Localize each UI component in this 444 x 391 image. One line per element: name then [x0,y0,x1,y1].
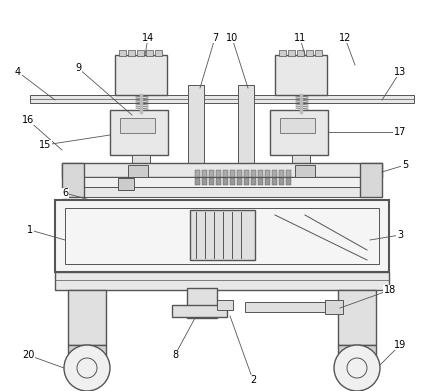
Bar [325,300,343,314]
Bar [128,50,135,56]
Bar [55,272,389,290]
Bar [338,290,376,345]
Bar [251,178,256,185]
Text: 12: 12 [339,33,351,43]
Bar [230,170,235,177]
Bar [251,170,256,177]
Bar [338,345,376,361]
Bar [62,187,382,197]
Bar [188,85,204,195]
Bar [275,55,327,95]
Bar [190,210,255,260]
Text: 11: 11 [294,33,306,43]
Bar [195,170,200,177]
Bar [62,163,382,177]
Text: 1: 1 [27,225,33,235]
Bar [306,50,313,56]
Bar [292,155,310,175]
Bar [118,178,134,190]
Bar [286,170,291,177]
Bar [245,302,325,312]
Bar [216,178,221,185]
Bar [279,50,286,56]
Bar [288,50,295,56]
Text: 8: 8 [172,350,178,360]
Bar [62,177,382,187]
Bar [279,178,284,185]
Text: 7: 7 [212,33,218,43]
Bar [244,178,249,185]
Bar [286,178,291,185]
Bar [230,178,235,185]
Circle shape [64,345,110,391]
Bar [128,165,148,177]
Bar [295,165,315,177]
Bar [55,200,389,272]
Bar [217,300,233,310]
Bar [202,178,207,185]
Text: 17: 17 [394,127,406,137]
Bar [223,170,228,177]
Bar [270,110,328,155]
Bar [155,50,162,56]
Bar [315,50,322,56]
Bar [265,170,270,177]
Text: 14: 14 [142,33,154,43]
Text: 16: 16 [22,115,34,125]
Bar [202,170,207,177]
Bar [195,178,200,185]
Text: 19: 19 [394,340,406,350]
Bar [280,118,315,133]
Bar [119,50,126,56]
Bar [120,118,155,133]
Bar [272,178,277,185]
Text: 6: 6 [62,188,68,198]
Bar [265,178,270,185]
Text: 3: 3 [397,230,403,240]
Bar [258,178,263,185]
Bar [172,305,227,317]
Bar [187,288,217,318]
Bar [258,170,263,177]
Text: 13: 13 [394,67,406,77]
Bar [216,170,221,177]
Bar [62,163,84,197]
Text: 18: 18 [384,285,396,295]
Bar [132,155,150,175]
Text: 15: 15 [39,140,51,150]
Bar [68,345,106,361]
Text: 4: 4 [15,67,21,77]
Bar [279,170,284,177]
Bar [237,178,242,185]
Bar [237,170,242,177]
Bar [272,170,277,177]
Text: 20: 20 [22,350,34,360]
Bar [238,85,254,195]
Bar [65,208,379,264]
Bar [115,55,167,95]
Bar [30,95,414,103]
Bar [223,178,228,185]
Bar [146,50,153,56]
Bar [360,163,382,197]
Bar [137,50,144,56]
Bar [110,110,168,155]
Text: 10: 10 [226,33,238,43]
Bar [244,170,249,177]
Text: 9: 9 [75,63,81,73]
Circle shape [334,345,380,391]
Bar [68,290,106,345]
Bar [297,50,304,56]
Text: 2: 2 [250,375,256,385]
Bar [209,178,214,185]
Text: 5: 5 [402,160,408,170]
Bar [209,170,214,177]
